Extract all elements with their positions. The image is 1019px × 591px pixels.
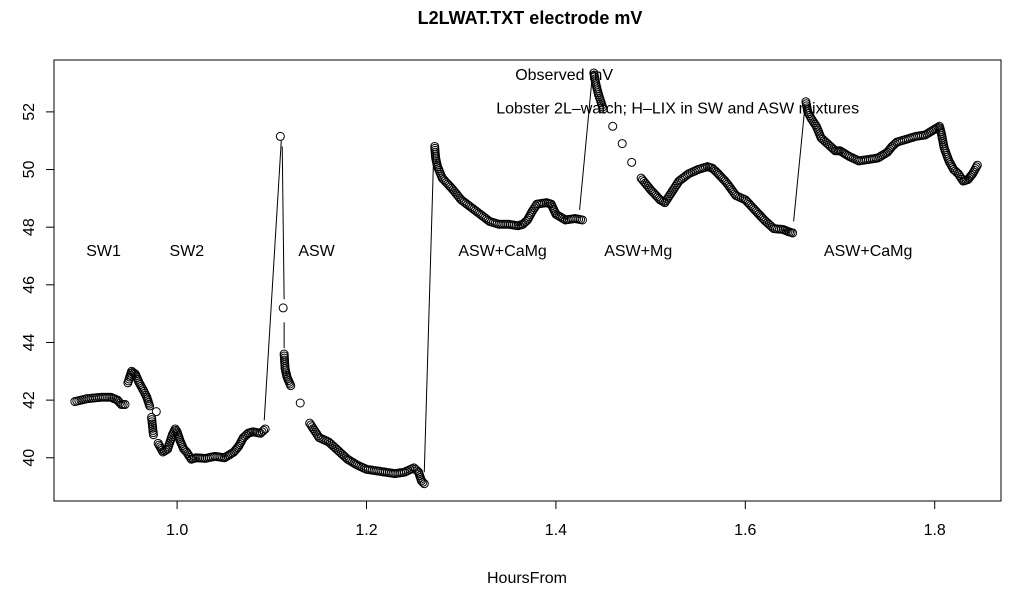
series-segment bbox=[275, 131, 429, 489]
x-tick-label: 1.2 bbox=[355, 522, 377, 539]
data-point bbox=[295, 398, 305, 408]
callout-line bbox=[281, 146, 285, 300]
data-point bbox=[161, 445, 171, 455]
x-tick-label: 1.4 bbox=[545, 522, 567, 539]
annotation-label: ASW+CaMg bbox=[824, 243, 912, 260]
callout-line bbox=[793, 106, 806, 222]
series-segment bbox=[801, 97, 982, 186]
data-point bbox=[151, 407, 161, 417]
data-point bbox=[419, 479, 429, 489]
callout-line bbox=[263, 140, 282, 421]
y-tick-label: 44 bbox=[21, 333, 38, 351]
chart-title: L2LWAT.TXT electrode mV bbox=[418, 8, 643, 28]
annotation-label: SW1 bbox=[86, 243, 121, 260]
data-point bbox=[145, 401, 155, 411]
data-point bbox=[627, 157, 637, 167]
data-point bbox=[275, 131, 285, 141]
y-tick-label: 42 bbox=[21, 391, 38, 409]
data-point bbox=[259, 425, 269, 435]
callout-line bbox=[579, 80, 593, 210]
data-points bbox=[70, 68, 982, 489]
x-axis: 1.0 1.2 1.4 1.6 1.8 bbox=[166, 501, 946, 539]
y-axis: 40 42 44 46 48 50 52 bbox=[21, 103, 54, 467]
data-point bbox=[559, 214, 569, 224]
series-segment bbox=[70, 366, 155, 411]
data-point bbox=[278, 303, 288, 313]
annotation-label: ASW+CaMg bbox=[458, 243, 546, 260]
y-tick-label: 52 bbox=[21, 103, 38, 121]
data-point bbox=[680, 171, 690, 181]
x-axis-label: HoursFrom bbox=[487, 570, 567, 587]
y-tick-label: 48 bbox=[21, 218, 38, 236]
data-point bbox=[231, 444, 241, 454]
annotation-label: Lobster 2L–watch; H–LIX in SW and ASW mi… bbox=[496, 100, 859, 117]
x-tick-label: 1.6 bbox=[734, 522, 756, 539]
callout-lines bbox=[263, 80, 806, 473]
data-point bbox=[114, 397, 124, 407]
series-segment bbox=[147, 407, 270, 464]
data-point bbox=[971, 162, 981, 172]
data-point bbox=[257, 427, 267, 437]
x-tick-label: 1.0 bbox=[166, 522, 188, 539]
data-point bbox=[418, 477, 428, 487]
data-point bbox=[608, 121, 618, 131]
annotation-label: SW2 bbox=[170, 243, 205, 260]
annotation-label: Observed mV bbox=[515, 67, 613, 84]
y-tick-label: 50 bbox=[21, 161, 38, 179]
data-point bbox=[730, 189, 740, 199]
data-point bbox=[788, 228, 798, 238]
data-point bbox=[341, 453, 351, 463]
data-point bbox=[260, 424, 270, 434]
annotations: Observed mV Lobster 2L–watch; H–LIX in SW… bbox=[86, 67, 912, 260]
x-tick-label: 1.8 bbox=[924, 522, 946, 539]
callout-line bbox=[423, 152, 435, 473]
data-point bbox=[577, 215, 587, 225]
data-point bbox=[972, 160, 982, 170]
data-point bbox=[120, 399, 130, 409]
data-point bbox=[481, 214, 491, 224]
data-point bbox=[827, 143, 837, 153]
data-point bbox=[416, 476, 426, 486]
series-segment bbox=[589, 68, 798, 238]
plot-frame bbox=[53, 59, 1002, 502]
data-point bbox=[965, 172, 975, 182]
data-point bbox=[148, 430, 158, 440]
annotation-label: ASW+Mg bbox=[604, 243, 672, 260]
data-point bbox=[598, 104, 608, 114]
annotation-label: ASW bbox=[298, 243, 335, 260]
y-tick-label: 46 bbox=[21, 276, 38, 294]
data-point bbox=[286, 381, 296, 391]
data-point bbox=[617, 139, 627, 149]
series-segment bbox=[430, 141, 587, 231]
y-tick-label: 40 bbox=[21, 449, 38, 467]
